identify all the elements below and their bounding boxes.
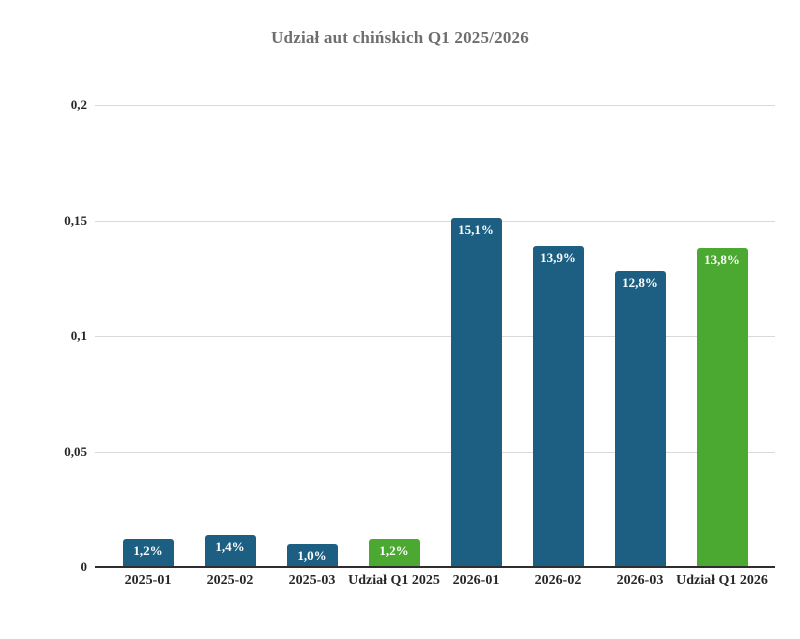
- chart-title: Udział aut chińskich Q1 2025/2026: [271, 28, 529, 47]
- x-axis-line: [95, 566, 775, 568]
- bar-value-label: 12,8%: [622, 275, 658, 290]
- bar-value-label: 13,9%: [540, 250, 576, 265]
- bar-value-label: 1,2%: [379, 543, 409, 558]
- x-axis-tick-label: Udział Q1 2025: [348, 573, 440, 588]
- bar: 13,9%: [532, 246, 584, 567]
- bar: 12,8%: [614, 271, 666, 567]
- bar-value-label: 1,2%: [133, 543, 163, 558]
- y-axis-tick-label: 0,15: [64, 213, 87, 228]
- gridline: [95, 452, 775, 453]
- bar-value-label: 15,1%: [458, 222, 494, 237]
- x-axis-tick-label: 2026-03: [616, 573, 664, 588]
- y-axis-tick-label: 0,2: [70, 97, 87, 112]
- bar-value-label: 1,0%: [297, 548, 327, 563]
- x-axis-tick-label: 2025-02: [206, 573, 254, 588]
- y-axis-tick-label: 0: [80, 559, 88, 574]
- x-axis-tick-label: 2025-03: [288, 573, 336, 588]
- bar: 1,4%: [204, 535, 256, 567]
- x-axis-tick-label: 2026-02: [534, 573, 582, 588]
- bar-value-label: 13,8%: [704, 252, 740, 267]
- bar: 1,0%: [286, 544, 338, 567]
- bar: 1,2%: [122, 539, 174, 567]
- gridline: [95, 336, 775, 337]
- bar: 15,1%: [450, 218, 502, 567]
- x-axis-tick-label: Udział Q1 2026: [676, 573, 768, 588]
- x-axis-tick-label: 2025-01: [124, 573, 172, 588]
- y-axis-tick-label: 0,05: [64, 444, 87, 459]
- gridline: [95, 221, 775, 222]
- y-axis-tick-label: 0,1: [70, 328, 87, 343]
- gridline: [95, 105, 775, 106]
- bar: 1,2%: [368, 539, 420, 567]
- x-axis-tick-label: 2026-01: [452, 573, 500, 588]
- bar: 13,8%: [696, 248, 748, 567]
- bar-value-label: 1,4%: [215, 539, 245, 554]
